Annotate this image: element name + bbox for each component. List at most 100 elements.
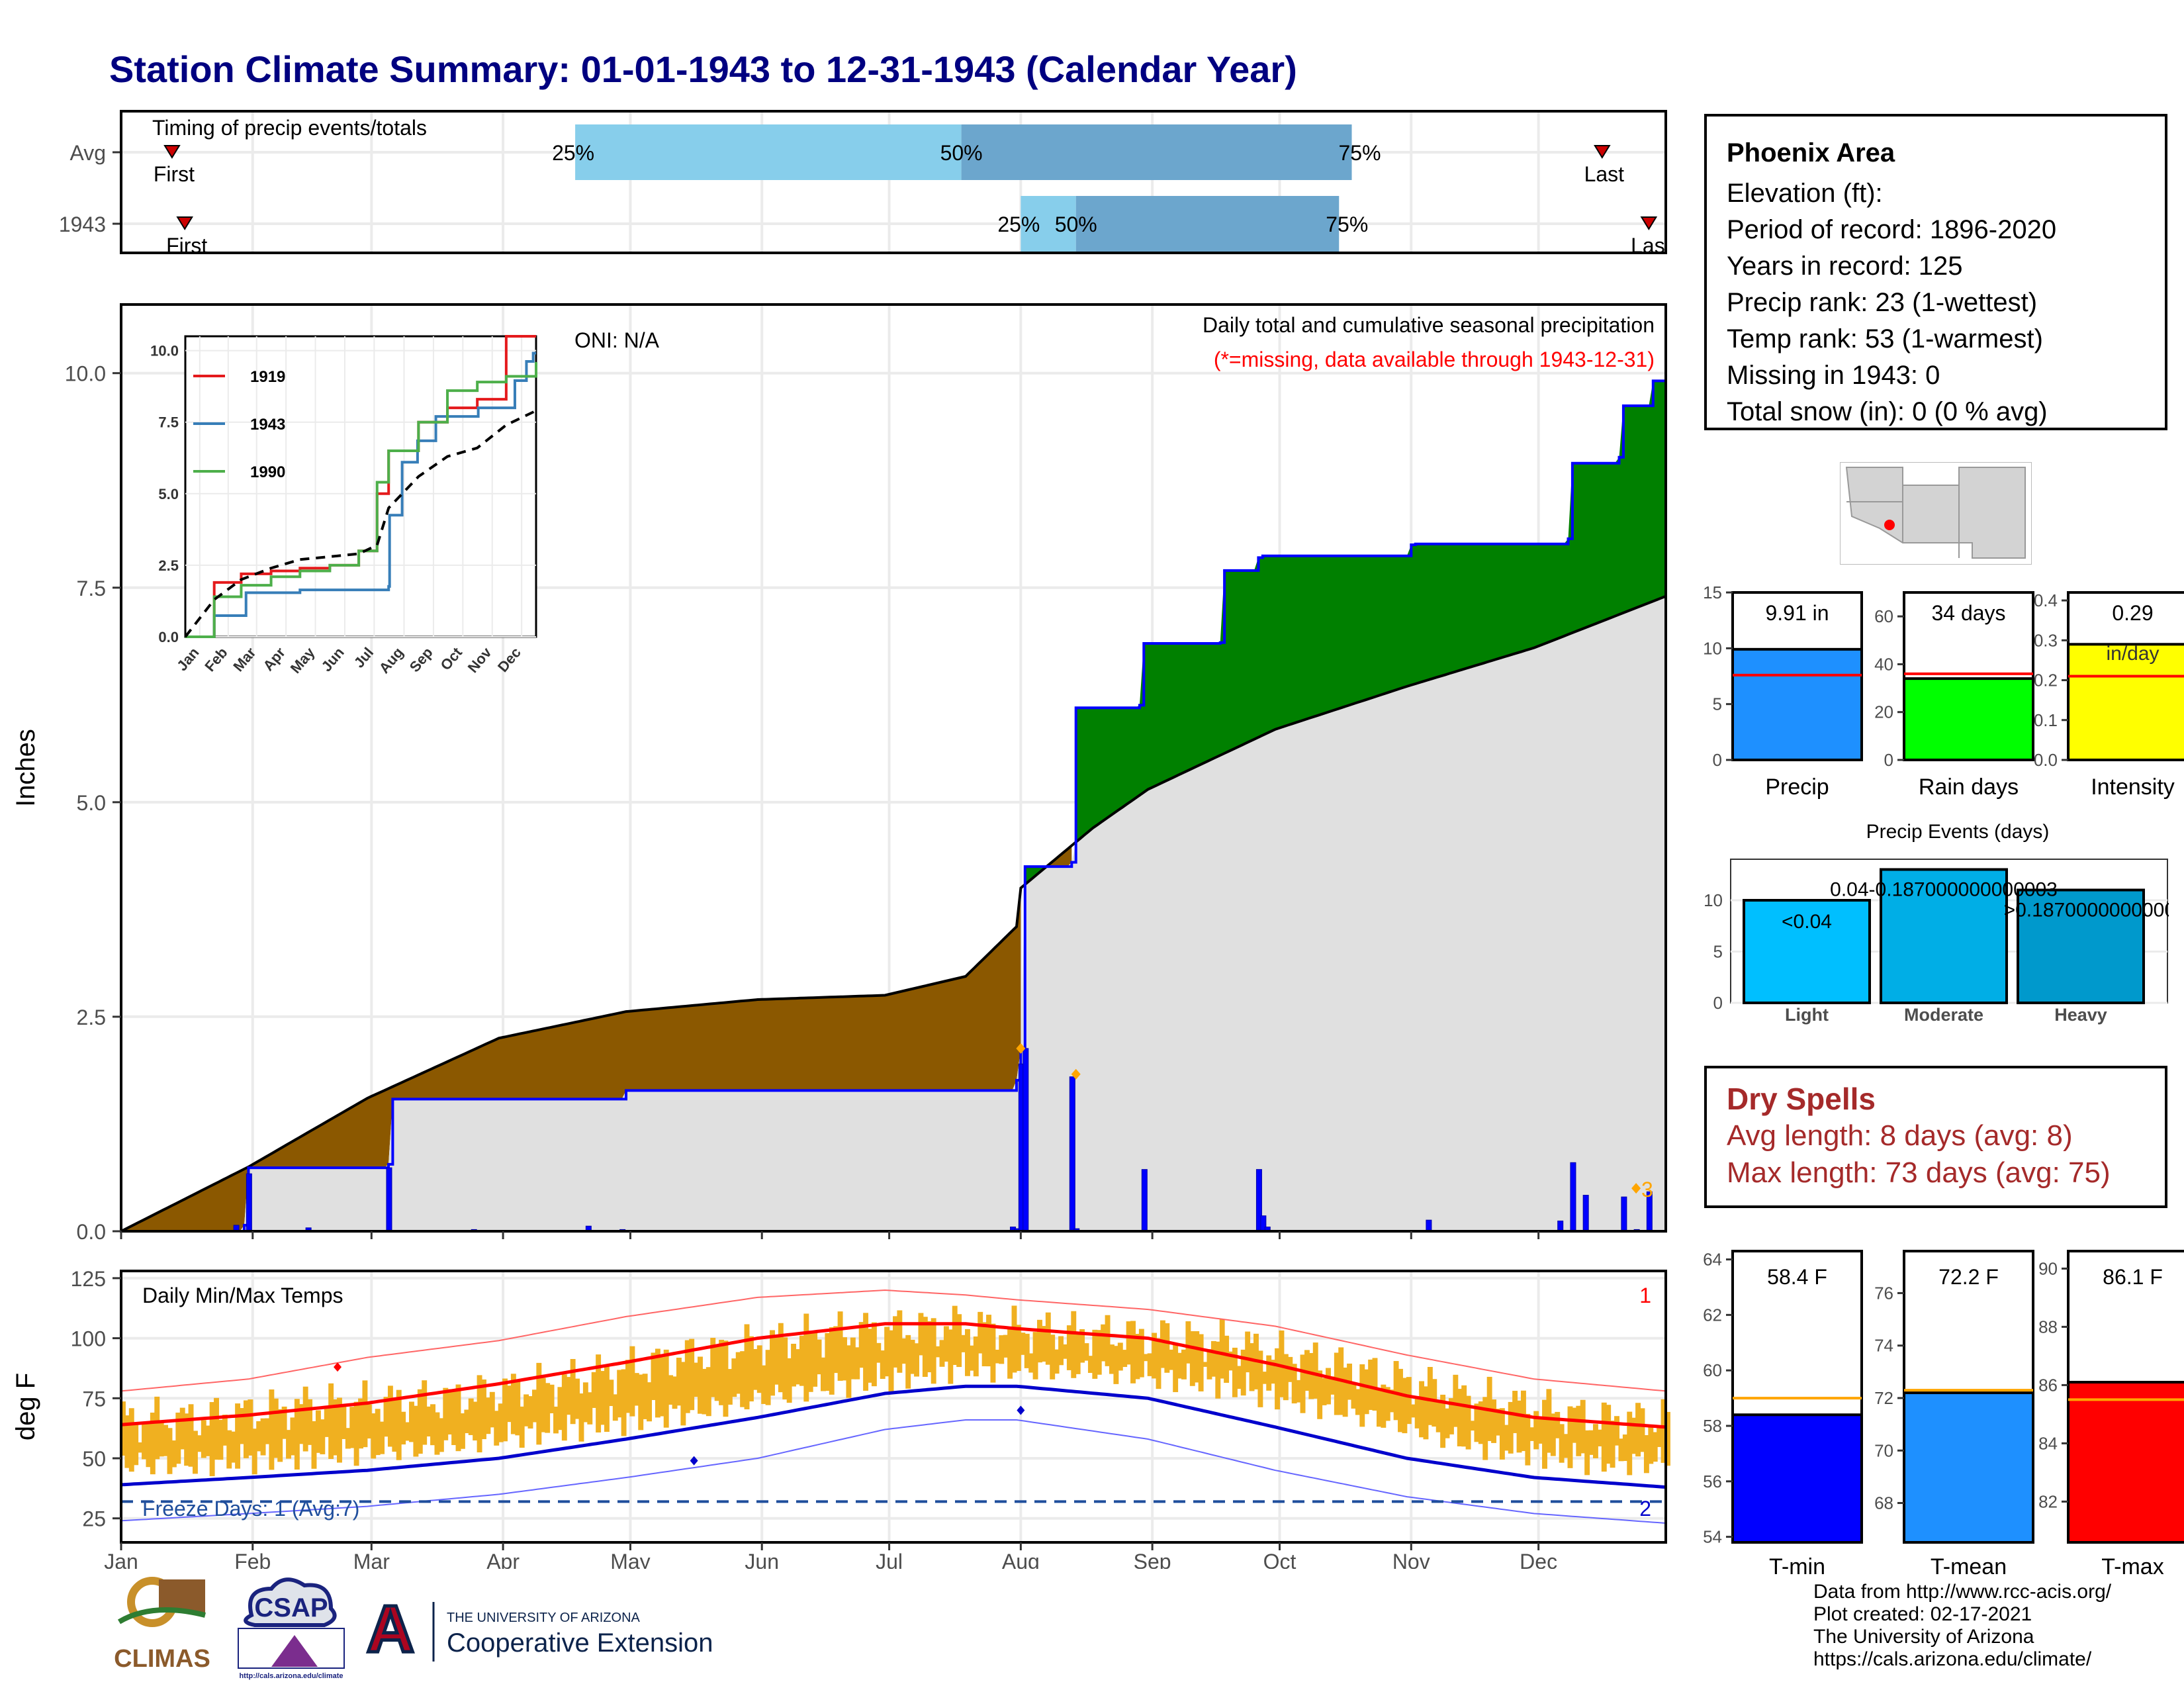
ua-extension-logo: A THE UNIVERSITY OF ARIZONA Cooperative … [365,1595,713,1668]
daily-temp-bar [1499,1408,1505,1460]
daily-temp-bar [243,1400,249,1458]
daily-temp-bar [621,1369,627,1436]
daily-temp-bar [281,1406,287,1439]
daily-temp-bar [1249,1343,1255,1391]
daily-temp-bar [1041,1326,1047,1362]
daily-temp-bar [175,1412,181,1464]
temp-summary-value: 86.1 F [2103,1265,2163,1289]
daily-temp-bar [1363,1369,1369,1415]
daily-temp-bar [561,1374,567,1441]
timing-quartile-bar-low [1021,196,1076,252]
daily-temp-bar [481,1379,486,1440]
daily-temp-bar [150,1412,156,1475]
daily-temp-bar [1020,1333,1026,1355]
daily-temp-bar [1410,1404,1416,1418]
daily-temp-bar [825,1333,831,1391]
daily-temp-bar [791,1343,797,1387]
temp-summary-name: T-max [2101,1554,2163,1579]
daily-temp-bar [1584,1430,1590,1476]
summary-bar-unit: in/day [2106,643,2159,665]
timing-q75-label: 75% [1326,212,1368,236]
daily-temp-bar [710,1338,716,1397]
daily-temp-bar [1075,1332,1081,1374]
daily-temp-bar [1219,1319,1225,1379]
temp-summary-tick-label: 64 [1703,1250,1722,1270]
daily-temp-bar [1520,1390,1526,1452]
summary-bar-tick-label: 40 [1874,654,1893,674]
daily-temp-bar [133,1424,139,1466]
daily-temp-bar [1160,1320,1165,1368]
month-axis-label: Apr [486,1550,520,1569]
daily-temp-bar [1181,1349,1187,1380]
daily-temp-bar [1032,1332,1038,1380]
daily-temp-bar [846,1345,852,1398]
events-tick-label: 10 [1704,890,1723,910]
credit-url: https://cals.arizona.edu/climate/ [1813,1648,2092,1670]
daily-temp-bar [302,1386,308,1452]
daily-temp-bar [1054,1349,1060,1374]
main-y-axis-label: Inches [11,729,40,807]
daily-temp-bar [506,1385,512,1423]
daily-temp-bar [1639,1408,1645,1452]
daily-temp-bar [1050,1335,1056,1380]
daily-temp-bar [328,1383,334,1459]
temp-summary-tick-label: 56 [1703,1472,1722,1491]
daily-temp-bar [990,1323,996,1383]
location-map [1840,462,2032,565]
main-y-tick-label: 10.0 [65,362,106,386]
month-axis-label: Jan [104,1550,138,1569]
daily-temp-bar [502,1378,508,1442]
temp-summary-tick-label: 60 [1703,1360,1722,1380]
daily-temp-bar [1440,1394,1446,1448]
daily-temp-bar [273,1398,279,1458]
daily-temp-bar [863,1313,869,1391]
daily-temp-bar [1453,1374,1459,1427]
daily-temp-bar [345,1428,351,1449]
daily-temp-bar [1376,1388,1382,1427]
daily-temp-bar [782,1337,788,1400]
daily-temp-bar [294,1399,300,1470]
daily-temp-bar [1126,1321,1132,1365]
temp-summary-tick-label: 74 [1874,1336,1893,1356]
daily-temp-bar [761,1365,767,1404]
daily-temp-bar [489,1391,495,1428]
daily-temp-bar [625,1360,631,1413]
temp-summary-tick-label: 82 [2038,1491,2058,1511]
daily-temp-bar [1427,1366,1433,1425]
daily-temp-bar [1164,1323,1170,1373]
temp-summary-value: 72.2 F [1938,1265,1999,1289]
daily-temp-bar [858,1322,864,1368]
temp-summary-tick-label: 84 [2038,1433,2058,1453]
temp-frame [120,1270,1667,1544]
temp-summary-tick-label: 86 [2038,1375,2058,1395]
temp-y-tick-label: 50 [82,1447,106,1471]
below-average-area [125,888,1021,1231]
daily-temp-bar [1300,1354,1306,1413]
daily-temp-bar [1648,1426,1654,1464]
daily-temp-bar [218,1419,224,1460]
daily-temp-bar [1206,1349,1212,1380]
timing-title: Timing of precip events/totals [152,116,427,140]
temp-summary-tick-label: 76 [1874,1283,1893,1303]
daily-temp-bar [379,1421,385,1454]
record-low-count: 2 [1639,1497,1651,1521]
ua-line2: Cooperative Extension [447,1628,713,1658]
daily-temp-bar [485,1397,491,1434]
month-axis-label: Feb [234,1550,271,1569]
daily-temp-bar [680,1362,686,1426]
temp-summary-tick-label: 58 [1703,1416,1722,1436]
temp-summary-tick-label: 62 [1703,1305,1722,1325]
daily-temp-bar [612,1394,618,1421]
daily-temp-bar [311,1421,317,1469]
daily-temp-bar [1275,1348,1280,1410]
daily-temp-bar [1130,1321,1136,1383]
daily-temp-bar [1189,1331,1195,1386]
daily-temp-bar [1291,1364,1297,1404]
daily-temp-bar [422,1380,428,1445]
daily-temp-bar [1101,1324,1107,1362]
events-edge-mask [2169,814,2184,1053]
daily-temp-bar [124,1415,130,1468]
inset-legend-label: 1919 [250,368,285,386]
daily-temp-bar [960,1335,966,1352]
daily-temp-bar [222,1415,228,1446]
